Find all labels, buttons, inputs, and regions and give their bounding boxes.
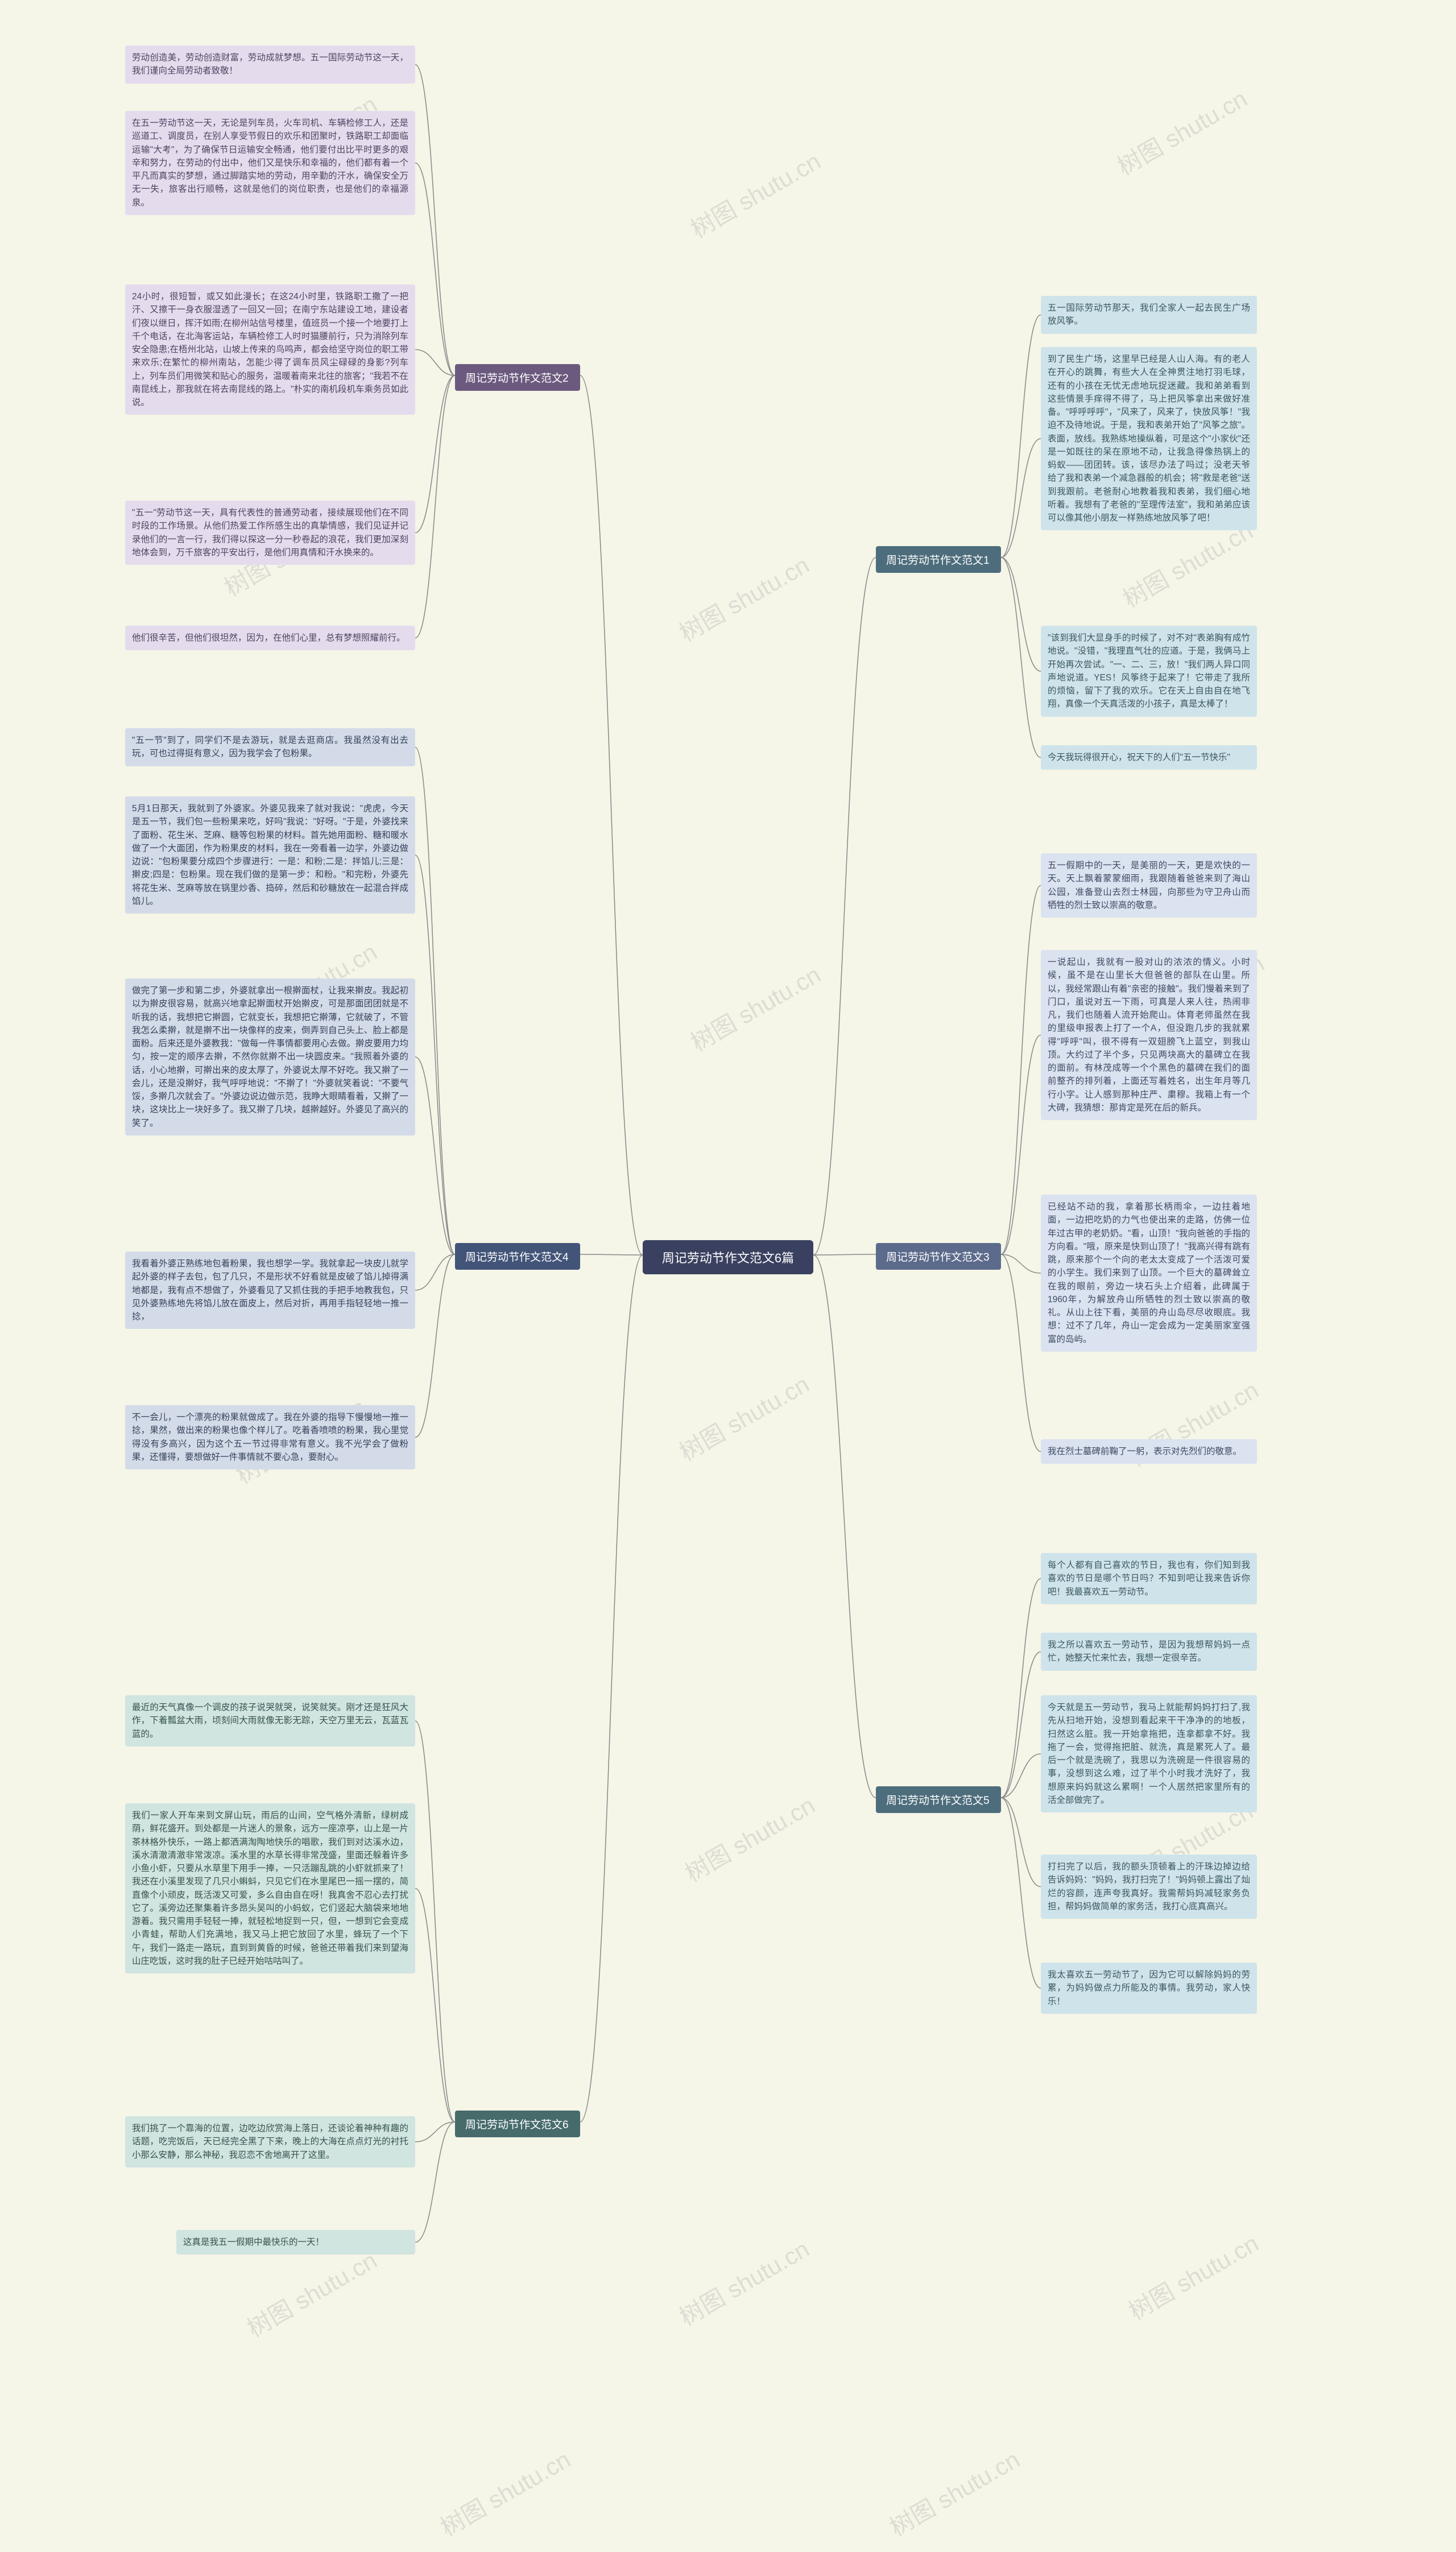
watermark: 树图 shutu.cn	[240, 2241, 383, 2344]
watermark: 树图 shutu.cn	[672, 546, 815, 649]
watermark: 树图 shutu.cn	[1122, 2224, 1264, 2327]
leaf-b6-0: 最近的天气真像一个调皮的孩子说哭就哭，说笑就笑。刚才还是狂风大作，下着瓢盆大雨，…	[125, 1695, 415, 1746]
watermark: 树图 shutu.cn	[672, 1365, 815, 1468]
branch-b5: 周记劳动节作文范文5	[876, 1786, 1001, 1813]
leaf-b4-1: 5月1日那天，我就到了外婆家。外婆见我来了就对我说："虎虎，今天是五一节，我们包…	[125, 796, 415, 914]
leaf-b1-2: "该到我们大显身手的时候了，对不对"表弟胸有成竹地说。"没错，"我理直气壮的应道…	[1041, 626, 1257, 717]
leaf-b1-3: 今天我玩得很开心，祝天下的人们"五一节快乐"	[1041, 745, 1257, 770]
center-node: 周记劳动节作文范文6篇	[643, 1240, 813, 1274]
branch-b2: 周记劳动节作文范文2	[455, 364, 580, 391]
leaf-b4-2: 做完了第一步和第二步，外婆就拿出一根擀面杖，让我来擀皮。我起初以为擀皮很容易，就…	[125, 978, 415, 1135]
branch-b4: 周记劳动节作文范文4	[455, 1243, 580, 1270]
leaf-b3-0: 五一假期中的一天，是美丽的一天，更是欢快的一天。天上飘着蒙蒙细雨，我跟随着爸爸来…	[1041, 853, 1257, 918]
branch-b3: 周记劳动节作文范文3	[876, 1243, 1001, 1270]
watermark: 树图 shutu.cn	[684, 956, 826, 1058]
leaf-b5-3: 打扫完了以后，我的额头顶顿着上的汗珠边掉边给告诉妈妈："妈妈，我打扫完了！"妈妈…	[1041, 1855, 1257, 1919]
watermark: 树图 shutu.cn	[684, 142, 826, 245]
leaf-b2-3: "五一"劳动节这一天，具有代表性的普通劳动者，接续展现他们在不同时段的工作场景。…	[125, 501, 415, 565]
watermark: 树图 shutu.cn	[883, 2440, 1025, 2543]
branch-b1: 周记劳动节作文范文1	[876, 546, 1001, 573]
leaf-b2-0: 劳动创造美，劳动创造财富，劳动成就梦想。五一国际劳动节这一天，我们谨向全局劳动者…	[125, 46, 415, 84]
leaf-b3-2: 已经站不动的我，拿着那长柄雨伞，一边拄着地面，一边把吃奶的力气也使出来的走路，仿…	[1041, 1195, 1257, 1352]
leaf-b6-3: 这真是我五一假期中最快乐的一天！	[176, 2230, 415, 2254]
branch-b6: 周记劳动节作文范文6	[455, 2111, 580, 2137]
leaf-b3-3: 我在烈士墓碑前鞠了一躬，表示对先烈们的敬意。	[1041, 1439, 1257, 1464]
watermark: 树图 shutu.cn	[1110, 80, 1253, 182]
leaf-b2-4: 他们很辛苦，但他们很坦然，因为，在他们心里，总有梦想照耀前行。	[125, 626, 415, 650]
leaf-b6-1: 我们一家人开车来到文屏山玩，雨后的山间，空气格外清新，绿树成荫，鲜花盛开。到处都…	[125, 1803, 415, 1973]
leaf-b5-1: 我之所以喜欢五一劳动节，是因为我想帮妈妈一点忙，她整天忙来忙去，我想一定很辛苦。	[1041, 1633, 1257, 1671]
leaf-b3-1: 一说起山，我就有一股对山的浓浓的情义。小时候，虽不是在山里长大但爸爸的部队在山里…	[1041, 950, 1257, 1120]
leaf-b4-3: 我看着外婆正熟练地包着粉果，我也想学一学。我就拿起一块皮儿就学起外婆的样子去包，…	[125, 1252, 415, 1329]
leaf-b6-2: 我们挑了一个靠海的位置，边吃边欣赏海上落日，还谈论着神种有趣的话题，吃完饭后，天…	[125, 2116, 415, 2167]
leaf-b4-4: 不一会儿，一个漂亮的粉果就做成了。我在外婆的指导下慢慢地一推一捻，果然，做出来的…	[125, 1405, 415, 1469]
watermark: 树图 shutu.cn	[433, 2440, 576, 2543]
leaf-b1-1: 到了民生广场，这里早已经是人山人海。有的老人在开心的跳舞，有些大人在全神贯注地打…	[1041, 347, 1257, 530]
watermark: 树图 shutu.cn	[678, 1786, 821, 1889]
leaf-b2-1: 在五一劳动节这一天，无论是列车员，火车司机、车辆检修工人，还是巡道工、调度员，在…	[125, 111, 415, 215]
leaf-b5-0: 每个人都有自己喜欢的节日，我也有，你们知到我喜欢的节日是哪个节日吗？不知到吧让我…	[1041, 1553, 1257, 1604]
watermark: 树图 shutu.cn	[672, 2230, 815, 2332]
leaf-b5-2: 今天就是五一劳动节，我马上就能帮妈妈打扫了,我先从扫地开始，没想到看起来干干净净…	[1041, 1695, 1257, 1812]
leaf-b5-4: 我太喜欢五一劳动节了，因为它可以解除妈妈的劳累，为妈妈做点力所能及的事情。我劳动…	[1041, 1963, 1257, 2014]
leaf-b1-0: 五一国际劳动节那天，我们全家人一起去民生广场放风筝。	[1041, 296, 1257, 334]
leaf-b2-2: 24小时，很短暂，或又如此漫长；在这24小时里，铁路职工撒了一把汗、又擦干一身衣…	[125, 284, 415, 415]
leaf-b4-0: "五一节"到了，同学们不是去游玩，就是去逛商店。我虽然没有出去玩，可也过得挺有意…	[125, 728, 415, 766]
